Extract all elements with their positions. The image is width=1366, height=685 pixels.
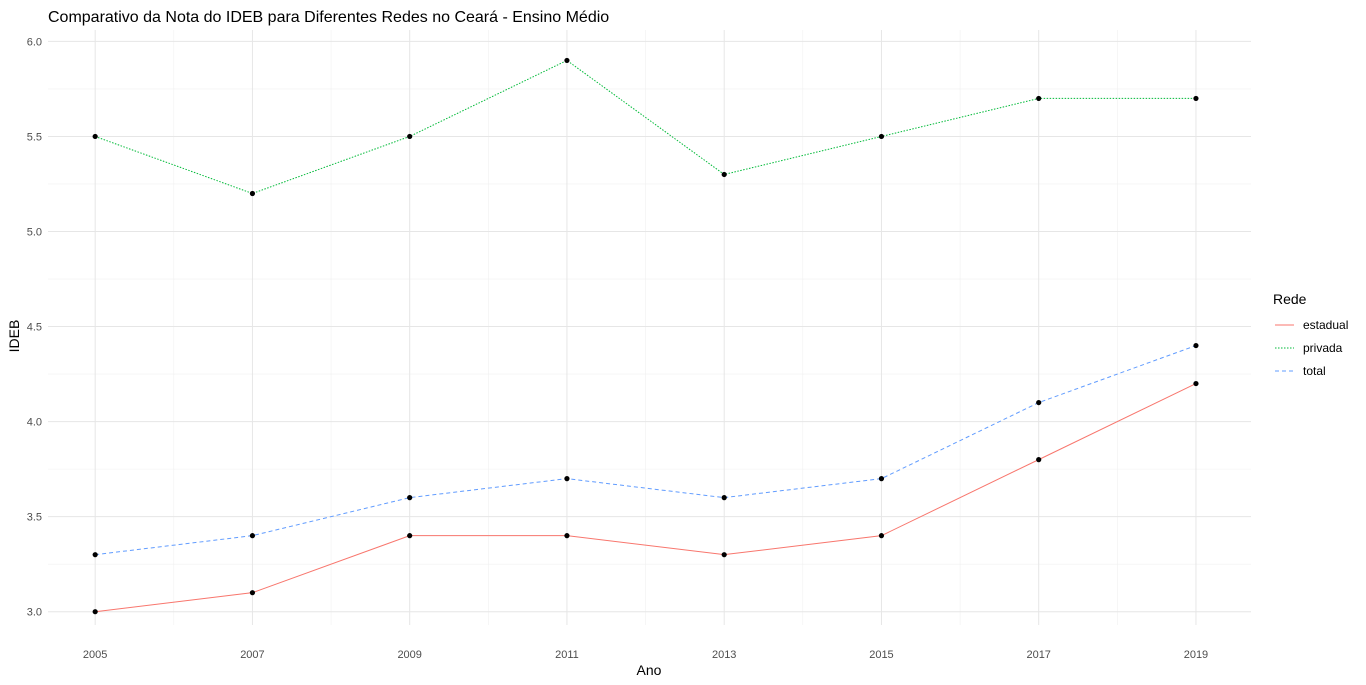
point-total-2013 (721, 495, 727, 501)
y-axis-title: IDEB (6, 320, 22, 353)
y-tick-label-3.0: 3.0 (27, 607, 42, 619)
x-tick-label-2011: 2011 (555, 649, 579, 661)
point-total-2005 (92, 552, 98, 558)
points-layer (92, 57, 1199, 615)
point-total-2019 (1193, 342, 1199, 349)
x-tick-label-2017: 2017 (1026, 649, 1050, 661)
point-estadual-2007 (249, 590, 256, 596)
x-tick-label-2005: 2005 (83, 649, 107, 661)
point-total-2011 (564, 476, 570, 482)
x-tick-labels: 2005 2007 2009 2011 2013 2015 2017 2019 (83, 649, 1208, 661)
legend-label-estadual: estadual (1303, 318, 1348, 332)
y-tick-label-5.0: 5.0 (27, 227, 42, 239)
x-tick-label-2007: 2007 (240, 649, 264, 661)
point-privada-2005 (92, 133, 98, 140)
y-tick-label-4.0: 4.0 (27, 417, 42, 429)
legend-label-privada: privada (1303, 341, 1343, 355)
chart-title: Comparativo da Nota do IDEB para Diferen… (48, 9, 609, 26)
point-total-2007 (249, 533, 256, 539)
point-total-2015 (878, 476, 885, 482)
legend-label-total: total (1303, 364, 1326, 378)
point-estadual-2019 (1193, 380, 1199, 387)
x-tick-label-2019: 2019 (1184, 649, 1208, 661)
series-line-estadual (95, 383, 1197, 613)
x-tick-label-2013: 2013 (712, 649, 736, 661)
point-estadual-2011 (564, 533, 570, 539)
x-tick-label-2015: 2015 (869, 649, 893, 661)
y-tick-label-6.0: 6.0 (27, 36, 42, 48)
series-line-total (95, 345, 1197, 556)
legend-title: Rede (1273, 291, 1307, 307)
y-tick-labels: 3.0 3.5 4.0 4.5 5.0 5.5 6.0 (27, 36, 42, 618)
series-line-privada (95, 59, 1196, 195)
series-layer (95, 59, 1197, 613)
x-tick-label-2009: 2009 (397, 649, 421, 661)
x-axis-title: Ano (637, 662, 662, 678)
point-privada-2011 (564, 57, 570, 64)
y-tick-label-4.5: 4.5 (27, 322, 42, 334)
point-privada-2019 (1193, 95, 1199, 102)
point-total-2009 (407, 495, 413, 501)
point-privada-2013 (721, 171, 727, 178)
point-estadual-2017 (1036, 457, 1042, 463)
grid-minor (48, 30, 1251, 625)
y-tick-label-5.5: 5.5 (27, 131, 42, 143)
point-estadual-2005 (92, 609, 98, 615)
point-estadual-2013 (721, 552, 727, 558)
point-privada-2015 (878, 133, 885, 140)
point-estadual-2009 (407, 533, 413, 539)
grid-major (48, 30, 1251, 625)
point-privada-2007 (249, 190, 256, 197)
y-tick-label-3.5: 3.5 (27, 512, 42, 524)
point-privada-2009 (407, 133, 413, 140)
point-estadual-2015 (878, 533, 885, 539)
point-total-2017 (1036, 399, 1042, 406)
legend: Rede estadual privada total (1273, 291, 1348, 378)
point-privada-2017 (1036, 95, 1042, 102)
